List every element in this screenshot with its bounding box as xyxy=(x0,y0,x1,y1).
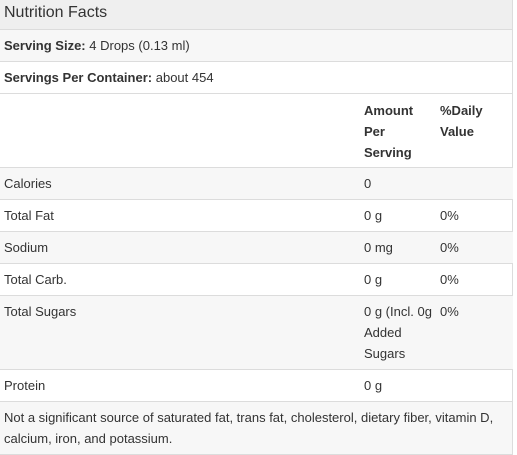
nutrient-daily-value xyxy=(436,369,513,402)
nutrient-amount: 0 xyxy=(360,167,436,200)
nutrient-daily-value: 0% xyxy=(436,263,513,296)
servings-per-container-row: Servings Per Container: about 454 xyxy=(0,62,512,94)
servings-per-container-value: about 454 xyxy=(155,70,214,85)
nutrient-amount: 0 g (Incl. 0g Added Sugars xyxy=(360,295,436,370)
table-row: Total Carb. 0 g 0% xyxy=(0,263,513,296)
nutrient-daily-value xyxy=(436,167,513,200)
daily-value-column-header: %Daily Value xyxy=(436,94,513,168)
nutrient-column-header xyxy=(0,94,360,168)
table-row: Total Sugars 0 g (Incl. 0g Added Sugars … xyxy=(0,295,513,370)
table-row: Protein 0 g xyxy=(0,369,513,402)
amount-column-header: Amount Per Serving xyxy=(360,94,436,168)
nutrient-amount: 0 mg xyxy=(360,231,436,264)
nutrient-daily-value: 0% xyxy=(436,295,513,370)
serving-size-label: Serving Size: xyxy=(4,38,86,53)
table-row: Total Fat 0 g 0% xyxy=(0,199,513,232)
nutrient-amount: 0 g xyxy=(360,199,436,232)
nutrient-name: Protein xyxy=(0,369,360,402)
table-header-row: Amount Per Serving %Daily Value xyxy=(0,94,513,168)
table-row: Calories 0 xyxy=(0,167,513,200)
nutrient-amount: 0 g xyxy=(360,369,436,402)
serving-size-value: 4 Drops (0.13 ml) xyxy=(89,38,190,53)
nutrient-name: Sodium xyxy=(0,231,360,264)
servings-per-container-label: Servings Per Container: xyxy=(4,70,153,85)
nutrient-daily-value: 0% xyxy=(436,199,513,232)
nutrient-amount: 0 g xyxy=(360,263,436,296)
nutrient-name: Total Fat xyxy=(0,199,360,232)
nutrition-table: Amount Per Serving %Daily Value Calories… xyxy=(0,94,513,402)
nutrient-name: Calories xyxy=(0,167,360,200)
nutrient-name: Total Carb. xyxy=(0,263,360,296)
panel-title: Nutrition Facts xyxy=(0,0,512,30)
footnote: Not a significant source of saturated fa… xyxy=(0,402,512,454)
serving-size-row: Serving Size: 4 Drops (0.13 ml) xyxy=(0,30,512,62)
nutrient-name: Total Sugars xyxy=(0,295,360,370)
table-row: Sodium 0 mg 0% xyxy=(0,231,513,264)
nutrient-daily-value: 0% xyxy=(436,231,513,264)
